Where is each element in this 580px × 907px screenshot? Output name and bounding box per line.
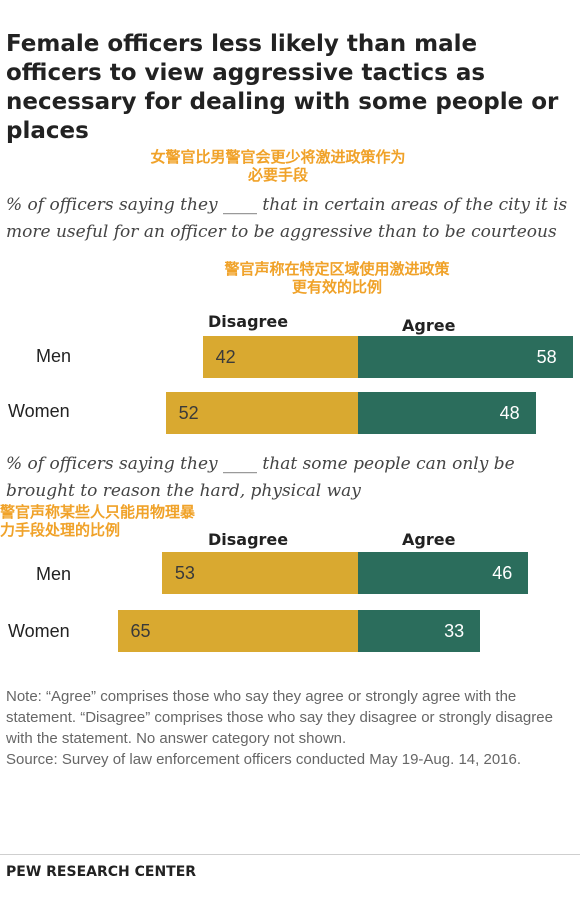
- chart2-subtitle: % of officers saying they ____ that some…: [6, 454, 515, 501]
- chart1-men-disagree-bar: [202, 336, 358, 378]
- chart1-men-agree-value: 58: [536, 347, 557, 367]
- chart-note: Note: “Agree” comprises those who say th…: [6, 686, 576, 770]
- chart1-agree-header: Agree: [402, 316, 456, 335]
- chart1-disagree-header: Disagree: [208, 312, 289, 331]
- chart1-row-men: Men: [36, 346, 72, 366]
- chart-title: Female officers less likely than male of…: [6, 31, 559, 144]
- chart2-disagree-header: Disagree: [208, 530, 289, 549]
- chart1-women-disagree-value: 52: [178, 403, 199, 423]
- chart1-men-disagree-value: 42: [215, 347, 236, 367]
- chart2-men-agree-bar: [358, 552, 529, 594]
- footer-divider: [0, 854, 580, 855]
- chart2-agree-header: Agree: [402, 530, 456, 549]
- chart2-women-agree-value: 33: [444, 621, 465, 641]
- chart2-row-women: Women: [8, 621, 70, 641]
- chart1-women-agree-bar: [358, 392, 536, 434]
- chart2-women-disagree-bar: [117, 610, 358, 652]
- source-text: Source: Survey of law enforcement office…: [6, 751, 522, 768]
- chart2-men-disagree-bar: [161, 552, 358, 594]
- chart2-women-agree-bar: [358, 610, 481, 652]
- chart2-women-disagree-value: 65: [130, 621, 151, 641]
- title-chinese-annotation: 女警官比男警官会更少将激进政策作为必要手段: [150, 148, 406, 184]
- chart1-subtitle: % of officers saying they ____ that in c…: [6, 195, 568, 242]
- chart1-row-women: Women: [8, 401, 70, 421]
- note-text: Note: “Agree” comprises those who say th…: [6, 688, 553, 747]
- chart2-chinese-annotation: 警官声称某些人只能用物理暴力手段处理的比例: [0, 503, 196, 539]
- chart1-chinese-annotation: 警官声称在特定区域使用激进政策更有效的比例: [224, 260, 450, 296]
- chart2-row-men: Men: [36, 564, 72, 584]
- chart1-men-agree-bar: [358, 336, 573, 378]
- chart2-men-agree-value: 46: [492, 563, 513, 583]
- chart1-women-disagree-bar: [165, 392, 358, 434]
- chart1-women-agree-value: 48: [499, 403, 520, 423]
- brand-label: PEW RESEARCH CENTER: [6, 864, 197, 880]
- chart2-men-disagree-value: 53: [174, 563, 195, 583]
